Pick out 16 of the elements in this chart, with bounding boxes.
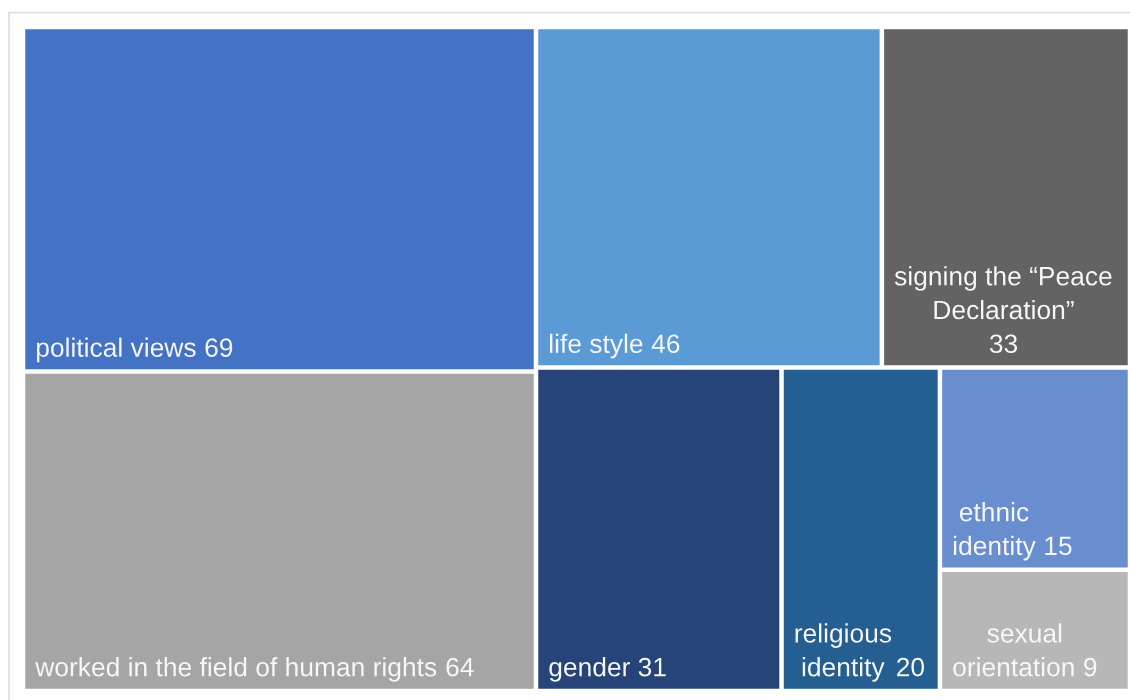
data-label: 15 — [1045, 536, 1072, 556]
data-label: 33 — [989, 334, 1018, 354]
category-label: worked in the field of human rights — [35, 657, 437, 682]
category-label: gender — [549, 657, 630, 682]
data-label: 69 — [205, 338, 233, 357]
category-label: political views — [36, 337, 196, 363]
data-label: 20 — [897, 657, 925, 677]
category-label: religious identity — [795, 623, 892, 682]
category-label: signing the “Peace Declaration” — [894, 266, 1112, 320]
category-label: sexual orientation — [953, 623, 1074, 677]
data-label: 9 — [1084, 657, 1097, 677]
category-label: ethnic identity — [953, 502, 1036, 561]
category-label: life style — [550, 333, 643, 359]
data-label: 31 — [638, 657, 666, 677]
data-label: 46 — [651, 334, 680, 354]
data-label: 64 — [446, 657, 474, 677]
